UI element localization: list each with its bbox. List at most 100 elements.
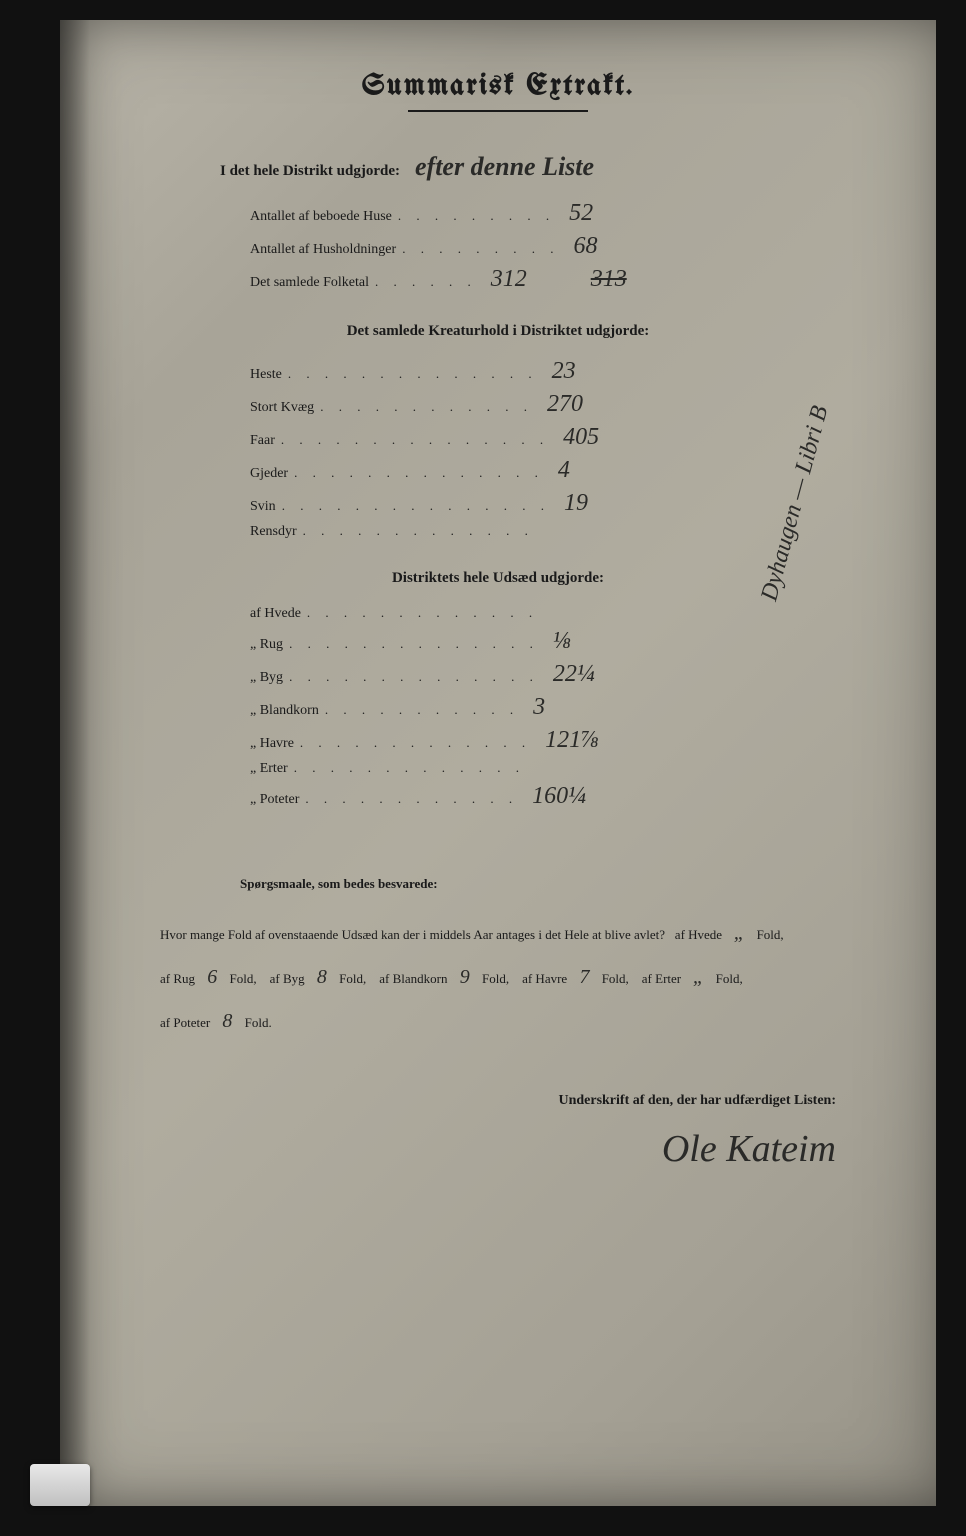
q-item-post: Fold. <box>245 1015 272 1030</box>
q-item-val: 6 <box>198 955 226 999</box>
signature: Ole Kateim <box>120 1127 836 1171</box>
row-value-pre: 312 <box>483 266 583 293</box>
leader-dots: . . . . . . . . . . . . . <box>294 735 537 751</box>
table-row: Det samlede Folketal . . . . . . 312 313 <box>120 266 876 293</box>
row-value: 160¼ <box>524 783 624 810</box>
q-item-post: Fold, <box>230 971 257 986</box>
q-item-val: 8 <box>308 955 336 999</box>
q-item-pre: af Erter <box>642 971 681 986</box>
livestock-header: Det samlede Kreaturhold i Distriktet udg… <box>120 323 876 340</box>
table-row: Svin . . . . . . . . . . . . . . . 19 <box>120 490 876 517</box>
table-row: Stort Kvæg . . . . . . . . . . . . 270 <box>120 391 876 418</box>
scan-frame: Summarisk Extrakt. I det hele Distrikt u… <box>0 0 966 1536</box>
page-title: Summarisk Extrakt. <box>120 70 876 102</box>
q-item-val: „ <box>684 955 712 999</box>
row-value: 19 <box>556 490 656 517</box>
leader-dots: . . . . . . . . . . . . <box>299 791 524 807</box>
row-value: 68 <box>565 233 665 260</box>
leader-dots: . . . . . . . . . <box>396 241 565 257</box>
table-row: „ Havre . . . . . . . . . . . . . 121⅞ <box>120 727 876 754</box>
title-underline <box>408 110 588 112</box>
q-item-post: Fold, <box>482 971 509 986</box>
table-row: Rensdyr . . . . . . . . . . . . . <box>120 523 876 540</box>
district-header-handwritten: efter denne Liste <box>415 152 594 181</box>
q-item-val: 7 <box>570 955 598 999</box>
q-item-post: Fold, <box>757 927 784 942</box>
q-item-pre: af Hvede <box>675 927 722 942</box>
row-label: „ Byg <box>250 670 283 686</box>
leader-dots: . . . . . . . . . . . <box>319 702 525 718</box>
table-row: Gjeder . . . . . . . . . . . . . . 4 <box>120 457 876 484</box>
q-item-val: 9 <box>451 955 479 999</box>
leader-dots: . . . . . . <box>369 274 483 290</box>
livestock-section: Det samlede Kreaturhold i Distriktet udg… <box>120 323 876 540</box>
leader-dots: . . . . . . . . . . . . . . . <box>276 498 556 514</box>
leader-dots: . . . . . . . . . . . . . . . <box>275 432 555 448</box>
row-label: „ Poteter <box>250 792 299 808</box>
q-item-val: 8 <box>213 999 241 1043</box>
table-row: „ Byg . . . . . . . . . . . . . . 22¼ <box>120 661 876 688</box>
district-header: I det hele Distrikt udgjorde: efter denn… <box>220 152 876 182</box>
row-label: Stort Kvæg <box>250 400 314 416</box>
leader-dots: . . . . . . . . . . . . . . <box>288 465 550 481</box>
district-section: I det hele Distrikt udgjorde: efter denn… <box>120 152 876 293</box>
row-label: Faar <box>250 433 275 449</box>
table-row: „ Poteter . . . . . . . . . . . . 160¼ <box>120 783 876 810</box>
row-value: 22¼ <box>545 661 645 688</box>
row-value: 121⅞ <box>537 727 637 754</box>
paper-clip-icon <box>30 1464 90 1506</box>
q-item-post: Fold, <box>339 971 366 986</box>
questions-intro: Hvor mange Fold af ovenstaaende Udsæd ka… <box>160 927 665 942</box>
signature-block: Underskrift af den, der har udfærdiget L… <box>120 1093 876 1171</box>
leader-dots: . . . . . . . . . <box>392 208 561 224</box>
table-row: Antallet af beboede Huse . . . . . . . .… <box>120 200 876 227</box>
table-row: „ Erter . . . . . . . . . . . . . <box>120 760 876 777</box>
leader-dots: . . . . . . . . . . . . <box>314 399 539 415</box>
row-label: „ Havre <box>250 736 294 752</box>
table-row: „ Blandkorn . . . . . . . . . . . 3 <box>120 694 876 721</box>
row-value: 4 <box>550 457 650 484</box>
district-header-printed: I det hele Distrikt udgjorde: <box>220 163 400 179</box>
row-label: „ Rug <box>250 637 283 653</box>
q-item-pre: af Blandkorn <box>379 971 447 986</box>
signature-label: Underskrift af den, der har udfærdiget L… <box>120 1093 836 1109</box>
row-label: Antallet af beboede Huse <box>250 209 392 225</box>
q-item-pre: af Rug <box>160 971 195 986</box>
row-label: „ Erter <box>250 761 288 777</box>
row-label: Heste <box>250 367 282 383</box>
row-label: Gjeder <box>250 466 288 482</box>
row-label: Det samlede Folketal <box>250 275 369 291</box>
q-item-val: „ <box>725 911 753 955</box>
leader-dots: . . . . . . . . . . . . . . <box>283 636 545 652</box>
table-row: Faar . . . . . . . . . . . . . . . 405 <box>120 424 876 451</box>
questions-section: Spørgsmaale, som bedes besvarede: Hvor m… <box>120 870 876 1043</box>
leader-dots: . . . . . . . . . . . . . . <box>282 366 544 382</box>
row-label: „ Blandkorn <box>250 703 319 719</box>
row-label: Rensdyr <box>250 524 297 540</box>
leader-dots: . . . . . . . . . . . . . <box>288 760 531 776</box>
table-row: Heste . . . . . . . . . . . . . . 23 <box>120 358 876 385</box>
leader-dots: . . . . . . . . . . . . . <box>297 523 540 539</box>
row-value: 52 <box>561 200 661 227</box>
questions-header: Spørgsmaale, som bedes besvarede: <box>240 870 876 899</box>
row-value: 3 <box>525 694 625 721</box>
row-label: af Hvede <box>250 606 301 622</box>
table-row: Antallet af Husholdninger . . . . . . . … <box>120 233 876 260</box>
row-value: ⅛ <box>545 628 645 655</box>
seed-section: Distriktets hele Udsæd udgjorde: af Hved… <box>120 570 876 810</box>
table-row: af Hvede . . . . . . . . . . . . . <box>120 605 876 622</box>
q-item-pre: af Byg <box>270 971 305 986</box>
leader-dots: . . . . . . . . . . . . . . <box>283 669 545 685</box>
q-item-pre: af Poteter <box>160 1015 210 1030</box>
row-value-struck: 313 <box>583 266 683 293</box>
questions-body: Hvor mange Fold af ovenstaaende Udsæd ka… <box>120 911 876 1043</box>
row-value: 270 <box>539 391 639 418</box>
q-item-pre: af Havre <box>522 971 567 986</box>
q-item-post: Fold, <box>716 971 743 986</box>
leader-dots: . . . . . . . . . . . . . <box>301 605 544 621</box>
row-value: 405 <box>555 424 655 451</box>
row-label: Svin <box>250 499 276 515</box>
q-item-post: Fold, <box>602 971 629 986</box>
document-page: Summarisk Extrakt. I det hele Distrikt u… <box>60 20 936 1506</box>
row-value: 23 <box>544 358 644 385</box>
